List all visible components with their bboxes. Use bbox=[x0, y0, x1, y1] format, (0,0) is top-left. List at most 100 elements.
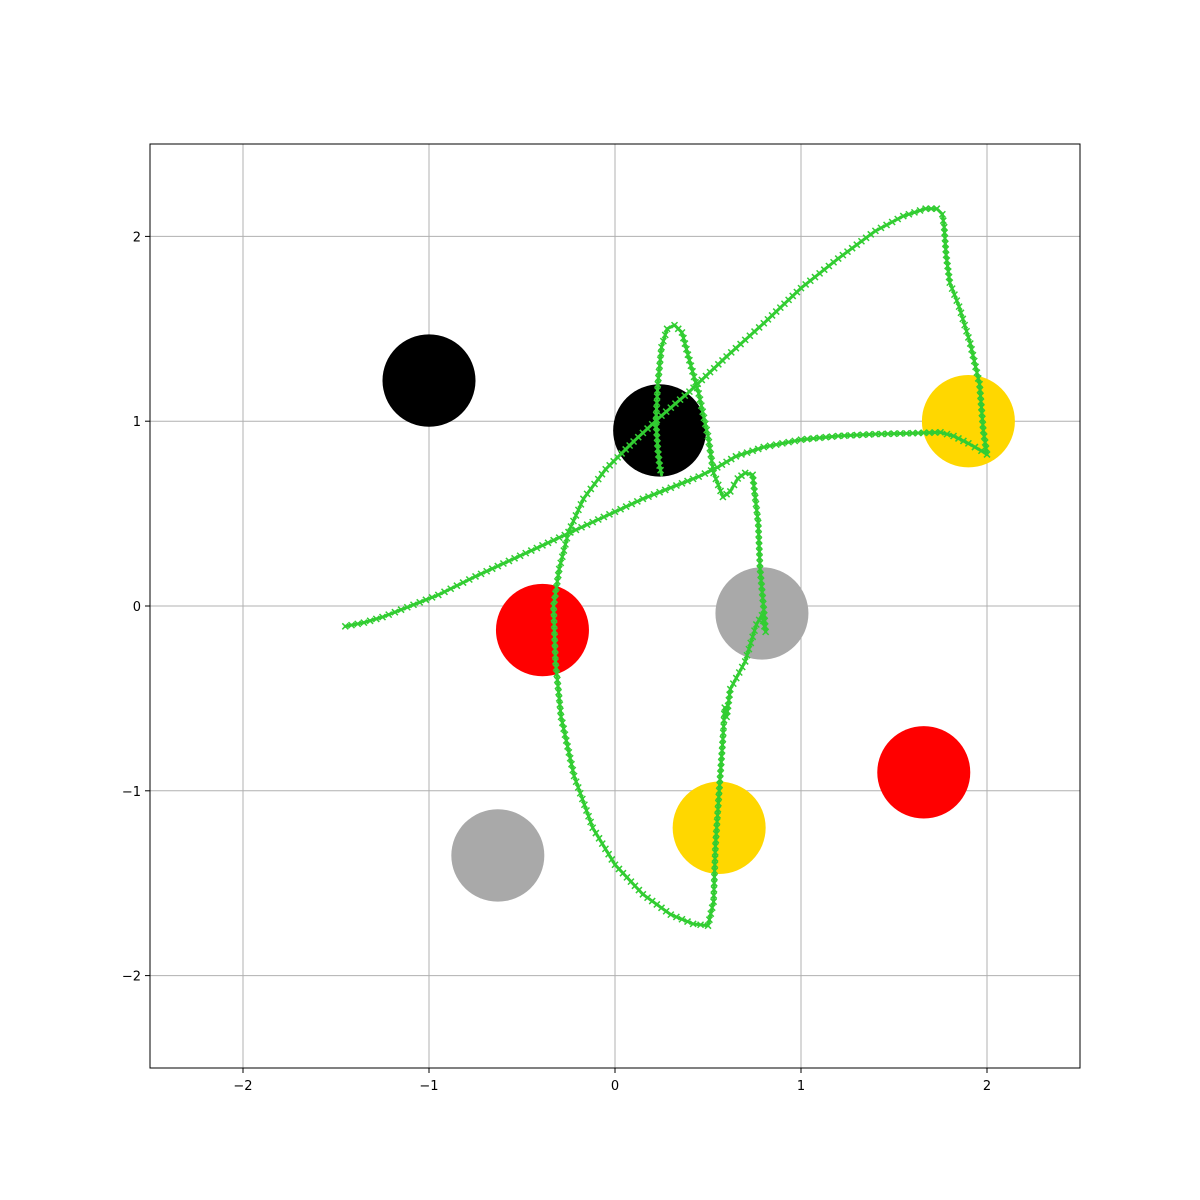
trajectory-marker bbox=[605, 510, 613, 518]
trajectory-marker bbox=[749, 633, 757, 641]
trajectory-marker bbox=[587, 485, 595, 493]
trajectory-marker bbox=[657, 904, 666, 912]
trajectory-marker bbox=[979, 426, 987, 434]
trajectory-marker bbox=[655, 368, 663, 376]
trajectory-marker bbox=[440, 588, 449, 596]
trajectory-marker bbox=[556, 701, 564, 709]
trajectory-marker bbox=[465, 575, 473, 584]
trajectory-marker bbox=[723, 713, 731, 721]
trajectory-marker bbox=[730, 481, 738, 489]
trajectory bbox=[341, 205, 991, 930]
obstacle-circles bbox=[382, 334, 1015, 902]
trajectory-marker bbox=[459, 579, 467, 587]
trajectory-marker bbox=[653, 399, 661, 407]
trajectory-marker bbox=[797, 436, 805, 444]
trajectory-marker bbox=[360, 619, 368, 627]
trajectory-marker bbox=[653, 393, 661, 401]
trajectory-marker bbox=[689, 475, 697, 483]
trajectory-marker bbox=[551, 657, 560, 665]
trajectory-marker bbox=[572, 778, 580, 786]
trajectory-marker bbox=[555, 694, 563, 702]
trajectory-marker bbox=[974, 374, 982, 382]
trajectory-marker bbox=[692, 378, 700, 386]
trajectory-marker bbox=[653, 386, 662, 394]
trajectory-marker bbox=[657, 466, 665, 474]
trajectory-marker bbox=[652, 411, 660, 419]
trajectory-marker bbox=[422, 596, 430, 604]
trajectory-marker bbox=[579, 495, 587, 503]
trajectory-marker bbox=[453, 582, 461, 590]
trajectory-marker bbox=[652, 423, 660, 431]
trajectory-marker bbox=[941, 240, 949, 248]
trajectory-marker bbox=[772, 441, 780, 449]
trajectory-marker bbox=[853, 241, 861, 249]
trajectory-marker bbox=[672, 481, 680, 490]
trajectory-marker bbox=[712, 830, 720, 838]
trajectory-marker bbox=[655, 456, 663, 464]
trajectory-marker bbox=[976, 380, 984, 388]
trajectory-marker bbox=[701, 470, 709, 478]
trajectory-marker bbox=[969, 351, 977, 359]
trajectory-marker bbox=[959, 437, 967, 445]
trajectory-marker bbox=[608, 855, 616, 863]
trajectory-marker bbox=[585, 812, 593, 820]
trajectory-marker bbox=[910, 208, 918, 216]
trajectory-marker bbox=[749, 476, 757, 484]
trajectory-marker bbox=[583, 490, 591, 498]
trajectory-marker bbox=[611, 508, 619, 516]
trajectory-marker bbox=[749, 447, 757, 455]
trajectory-marker bbox=[703, 426, 711, 434]
trajectory-marker bbox=[550, 620, 558, 629]
trajectory-marker bbox=[678, 915, 686, 923]
trajectory-marker bbox=[576, 789, 584, 797]
trajectory-marker bbox=[865, 430, 873, 438]
trajectory-marker bbox=[714, 481, 722, 489]
trajectory-marker bbox=[720, 722, 728, 731]
x-tick-label: 1 bbox=[797, 1079, 805, 1094]
trajectory-marker bbox=[719, 729, 727, 737]
trajectory-marker bbox=[505, 557, 513, 565]
trajectory-marker bbox=[577, 523, 586, 531]
x-tick-label: 2 bbox=[983, 1079, 991, 1094]
trajectory-marker bbox=[713, 811, 722, 819]
trajectory-marker bbox=[716, 770, 724, 778]
trajectory-marker bbox=[968, 345, 976, 353]
trajectory-marker bbox=[755, 536, 763, 544]
trajectory-marker bbox=[980, 432, 988, 440]
trajectory-marker bbox=[488, 565, 496, 573]
trajectory-marker bbox=[555, 565, 563, 573]
obstacle-circle bbox=[382, 334, 476, 427]
trajectory-marker bbox=[704, 922, 712, 930]
trajectory-marker bbox=[713, 818, 721, 826]
trajectory-marker bbox=[964, 439, 972, 447]
trajectory-marker bbox=[587, 818, 595, 826]
trajectory-marker bbox=[538, 541, 546, 549]
trajectory-marker bbox=[710, 873, 718, 881]
trajectory-marker bbox=[905, 210, 913, 218]
trajectory-marker bbox=[757, 571, 765, 579]
trajectory-marker bbox=[747, 639, 755, 647]
trajectory-marker bbox=[909, 429, 917, 437]
trajectory-marker bbox=[656, 488, 664, 496]
trajectory-marker bbox=[391, 608, 399, 616]
trajectory-marker bbox=[652, 417, 660, 425]
trajectory-marker bbox=[551, 596, 559, 604]
trajectory-marker bbox=[957, 309, 965, 317]
trajectory-marker bbox=[977, 403, 985, 411]
trajectory-marker bbox=[385, 611, 393, 619]
trajectory-marker bbox=[654, 374, 662, 382]
axis-ticks: −2 −1 0 1 2 −2 −1 0 1 2 bbox=[122, 230, 991, 1094]
trajectory-marker bbox=[551, 633, 559, 641]
trajectory-marker bbox=[708, 904, 716, 912]
trajectory-marker bbox=[567, 760, 576, 768]
trajectory-marker bbox=[705, 916, 713, 924]
trajectory-marker bbox=[633, 497, 641, 505]
trajectory-marker bbox=[754, 525, 762, 533]
trajectory-marker bbox=[944, 267, 952, 276]
trajectory-marker bbox=[719, 735, 727, 743]
trajectory-marker bbox=[711, 842, 719, 850]
trajectory-marker bbox=[939, 217, 947, 225]
trajectory-marker bbox=[710, 891, 718, 900]
trajectory-marker bbox=[667, 911, 675, 919]
trajectory-marker bbox=[723, 458, 731, 466]
